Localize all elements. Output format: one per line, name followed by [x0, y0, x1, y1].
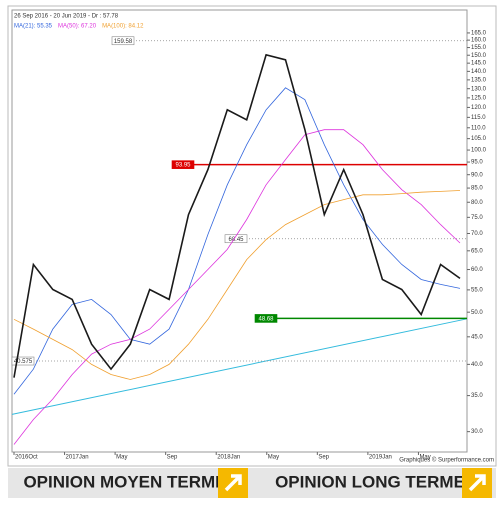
y-tick-label: 80.0 [471, 200, 483, 206]
x-tick-label: Sep [167, 455, 178, 461]
level-label: 68.45 [228, 237, 244, 243]
chart-header: 26 Sep 2016 - 20 Jun 2019 - Dr : 57.78 [14, 14, 119, 20]
level-label: 40.575 [14, 359, 33, 365]
y-tick-label: 50.0 [471, 310, 483, 316]
footer-bar [8, 468, 496, 498]
x-tick-label: May [116, 455, 127, 461]
y-tick-label: 60.0 [471, 267, 483, 273]
trendline [11, 318, 468, 415]
level-label: 48.68 [258, 317, 274, 323]
y-tick-label: 35.0 [471, 393, 483, 399]
level-label-box [171, 160, 195, 169]
x-tick-label: 2019Jan [369, 455, 392, 461]
x-tick-label: 2018Jan [217, 455, 240, 461]
y-tick-label: 150.0 [471, 53, 487, 59]
y-tick-label: 165.0 [471, 31, 487, 37]
y-tick-label: 45.0 [471, 334, 483, 340]
legend-entry: MA(21): 55.35 [14, 24, 53, 30]
legend-entry: MA(100): 84.12 [102, 24, 144, 30]
x-tick-label: 2016Oct [15, 455, 38, 461]
x-tick-label: 2017Jan [66, 455, 89, 461]
y-tick-label: 30.0 [471, 429, 483, 435]
y-tick-label: 65.0 [471, 248, 483, 254]
moving-average [13, 190, 461, 380]
opinion-long: OPINION LONG TERME [275, 472, 465, 491]
chart-frame [7, 5, 497, 467]
y-tick-label: 160.0 [471, 38, 487, 44]
moving-average [13, 129, 461, 445]
legend-entry: MA(50): 67.20 [58, 24, 97, 30]
arrow-icon [224, 474, 242, 492]
y-tick-label: 100.0 [471, 148, 487, 154]
plot-frame [11, 9, 468, 453]
price-line [13, 53, 461, 378]
y-tick-label: 75.0 [471, 215, 483, 221]
level-label-box [111, 36, 135, 46]
x-tick-label: Sep [318, 455, 329, 461]
y-tick-label: 120.0 [471, 105, 487, 111]
x-tick-label: May [268, 455, 279, 461]
level-label-box [11, 356, 35, 366]
moving-average [13, 87, 461, 395]
y-tick-label: 155.0 [471, 45, 487, 51]
y-tick-label: 115.0 [471, 115, 486, 121]
level-label: 93.95 [175, 163, 191, 169]
y-tick-label: 110.0 [471, 125, 486, 131]
y-tick-label: 140.0 [471, 69, 487, 75]
y-tick-label: 85.0 [471, 186, 483, 192]
y-tick-label: 135.0 [471, 77, 487, 83]
opinion-medium: OPINION MOYEN TERME [23, 472, 226, 491]
level-label-box [224, 234, 248, 244]
y-tick-label: 55.0 [471, 287, 483, 293]
y-tick-label: 105.0 [471, 136, 487, 142]
level-label: 159.58 [114, 39, 133, 45]
y-tick-label: 90.0 [471, 172, 483, 178]
arrow-icon [468, 474, 486, 492]
level-label-box [254, 314, 278, 323]
y-tick-label: 130.0 [471, 86, 487, 92]
credit: Graphiques © Surperformance.com [399, 457, 494, 464]
y-tick-label: 145.0 [471, 61, 487, 67]
y-tick-label: 125.0 [471, 95, 487, 101]
y-tick-label: 95.0 [471, 160, 483, 166]
y-tick-label: 40.0 [471, 362, 483, 368]
x-tick-label: May [419, 455, 430, 461]
y-tick-label: 70.0 [471, 231, 483, 237]
